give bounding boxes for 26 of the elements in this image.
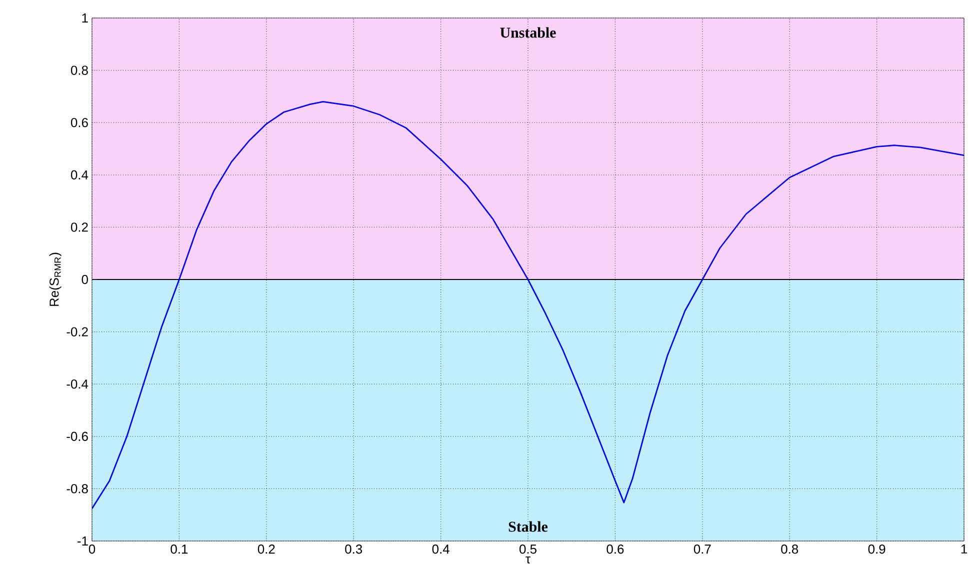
y-tick-label: 0.2 [70,222,88,232]
x-tick-label: 0.9 [868,544,886,554]
x-tick-label: 0 [88,544,96,554]
x-tick-label: 0.6 [606,544,624,554]
y-tick-label: -0.2 [66,327,88,336]
y-tick-label: 0 [82,274,88,284]
y-tick-label: -1 [78,536,88,546]
x-tick-label: 0.8 [781,544,798,554]
band-label: Stable [508,521,548,532]
x-tick-label: 1 [961,544,967,554]
y-tick-label: 0.4 [70,170,88,180]
x-tick-label: 0.7 [694,544,711,554]
y-tick-label: -0.4 [66,380,88,389]
x-tick-label: 0.3 [345,544,362,554]
y-tick-label: 0.6 [70,118,88,128]
x-tick-label: 0.1 [170,544,188,554]
y-tick-label: 1 [82,14,88,22]
y-tick-label: -0.6 [66,432,88,441]
x-tick-label: 0.5 [520,544,536,554]
band-label: Unstable [500,27,556,38]
y-axis-title: Re(S$_{RMR}$) [49,252,62,306]
x-tick-label: 0.4 [432,544,450,554]
y-tick-label: -0.8 [66,484,88,494]
x-tick-label: 0.2 [258,544,275,554]
y-tick-label: 0.8 [70,66,88,75]
x-axis-title: τ [526,556,530,564]
